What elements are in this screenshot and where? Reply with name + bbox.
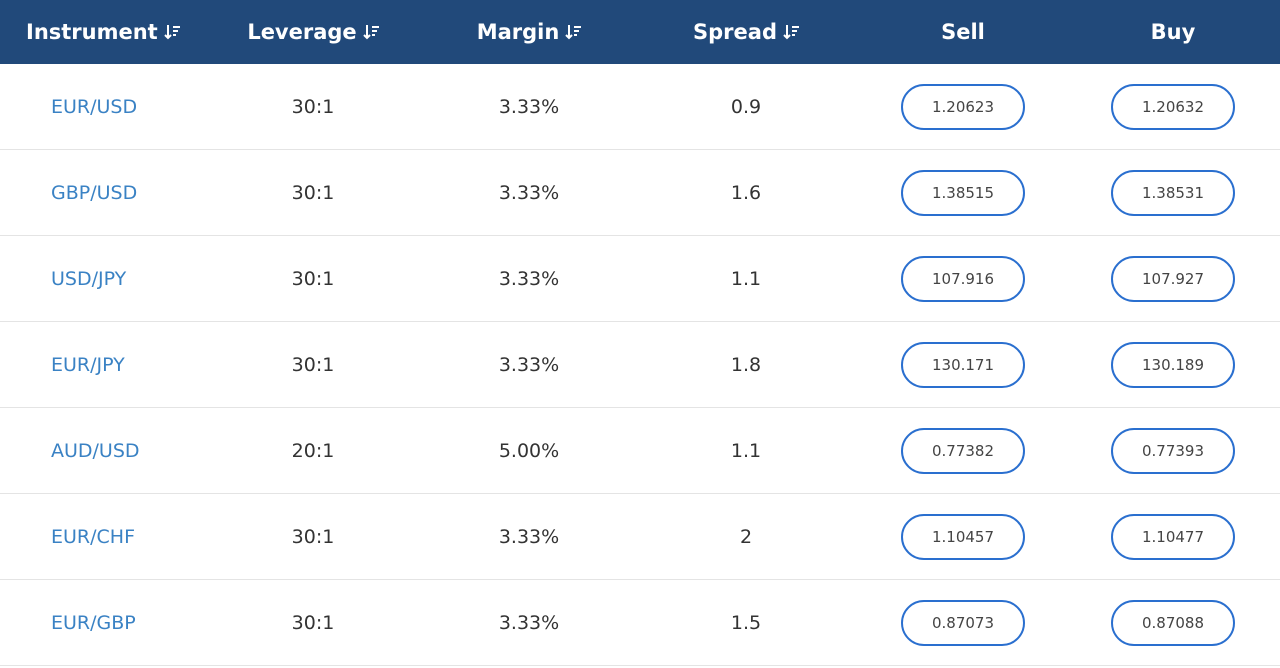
spread-value: 0.9 xyxy=(730,95,762,118)
header-instrument-label: Instrument xyxy=(26,20,158,44)
sell-button[interactable]: 1.10457 xyxy=(901,513,1025,560)
table-row: AUD/USD 20:1 5.00% 1.1 0.77382 0.77393 xyxy=(0,408,1280,494)
table-row: EUR/GBP 30:1 3.33% 1.5 0.87073 0.87088 xyxy=(0,580,1280,666)
sort-descending-icon[interactable] xyxy=(783,23,799,41)
buy-button[interactable]: 130.189 xyxy=(1111,341,1235,388)
leverage-value: 30:1 xyxy=(291,525,335,548)
instrument-link[interactable]: GBP/USD xyxy=(51,181,138,204)
header-instrument[interactable]: Instrument xyxy=(0,20,200,44)
instrument-link[interactable]: USD/JPY xyxy=(51,267,127,290)
sort-descending-icon[interactable] xyxy=(164,23,180,41)
table-row: USD/JPY 30:1 3.33% 1.1 107.916 107.927 xyxy=(0,236,1280,322)
leverage-value: 20:1 xyxy=(291,439,335,462)
margin-value: 3.33% xyxy=(498,611,560,634)
buy-button[interactable]: 1.20632 xyxy=(1111,83,1235,130)
instrument-link[interactable]: AUD/USD xyxy=(51,439,140,462)
leverage-value: 30:1 xyxy=(291,267,335,290)
margin-value: 5.00% xyxy=(498,439,560,462)
leverage-value: 30:1 xyxy=(291,611,335,634)
buy-button[interactable]: 1.10477 xyxy=(1111,513,1235,560)
header-buy-label: Buy xyxy=(1150,20,1196,44)
sell-button[interactable]: 130.171 xyxy=(901,341,1025,388)
spread-value: 2 xyxy=(739,525,753,548)
buy-button[interactable]: 0.77393 xyxy=(1111,427,1235,474)
header-leverage-label: Leverage xyxy=(247,20,357,44)
margin-value: 3.33% xyxy=(498,267,560,290)
instrument-link[interactable]: EUR/JPY xyxy=(51,353,125,376)
sell-button[interactable]: 1.20623 xyxy=(901,83,1025,130)
header-leverage[interactable]: Leverage xyxy=(200,20,426,44)
header-sell-label: Sell xyxy=(941,20,985,44)
margin-value: 3.33% xyxy=(498,353,560,376)
sort-descending-icon[interactable] xyxy=(565,23,582,41)
margin-value: 3.33% xyxy=(498,95,560,118)
sort-descending-icon[interactable] xyxy=(362,23,379,41)
sell-button[interactable]: 0.87073 xyxy=(901,599,1025,646)
table-body: EUR/USD 30:1 3.33% 0.9 1.20623 1.20632 G… xyxy=(0,64,1280,666)
sell-button[interactable]: 1.38515 xyxy=(901,169,1025,216)
table-row: EUR/JPY 30:1 3.33% 1.8 130.171 130.189 xyxy=(0,322,1280,408)
header-sell: Sell xyxy=(860,20,1066,44)
instrument-link[interactable]: EUR/USD xyxy=(51,95,138,118)
sell-button[interactable]: 107.916 xyxy=(901,255,1025,302)
spread-value: 1.8 xyxy=(730,353,762,376)
margin-value: 3.33% xyxy=(498,525,560,548)
buy-button[interactable]: 0.87088 xyxy=(1111,599,1235,646)
spread-value: 1.6 xyxy=(730,181,762,204)
header-margin[interactable]: Margin xyxy=(426,20,632,44)
leverage-value: 30:1 xyxy=(291,353,335,376)
table-row: GBP/USD 30:1 3.33% 1.6 1.38515 1.38531 xyxy=(0,150,1280,236)
header-spread[interactable]: Spread xyxy=(632,20,860,44)
sell-button[interactable]: 0.77382 xyxy=(901,427,1025,474)
spread-value: 1.5 xyxy=(730,611,762,634)
instrument-link[interactable]: EUR/CHF xyxy=(51,525,135,548)
table-header: Instrument Leverage Margin xyxy=(0,0,1280,64)
header-margin-label: Margin xyxy=(476,20,560,44)
buy-button[interactable]: 107.927 xyxy=(1111,255,1235,302)
leverage-value: 30:1 xyxy=(291,95,335,118)
table-row: EUR/CHF 30:1 3.33% 2 1.10457 1.10477 xyxy=(0,494,1280,580)
instrument-link[interactable]: EUR/GBP xyxy=(51,611,136,634)
header-spread-label: Spread xyxy=(693,20,777,44)
table-row: EUR/USD 30:1 3.33% 0.9 1.20623 1.20632 xyxy=(0,64,1280,150)
header-buy: Buy xyxy=(1066,20,1280,44)
margin-value: 3.33% xyxy=(498,181,560,204)
spread-value: 1.1 xyxy=(730,439,762,462)
spread-value: 1.1 xyxy=(730,267,762,290)
leverage-value: 30:1 xyxy=(291,181,335,204)
buy-button[interactable]: 1.38531 xyxy=(1111,169,1235,216)
